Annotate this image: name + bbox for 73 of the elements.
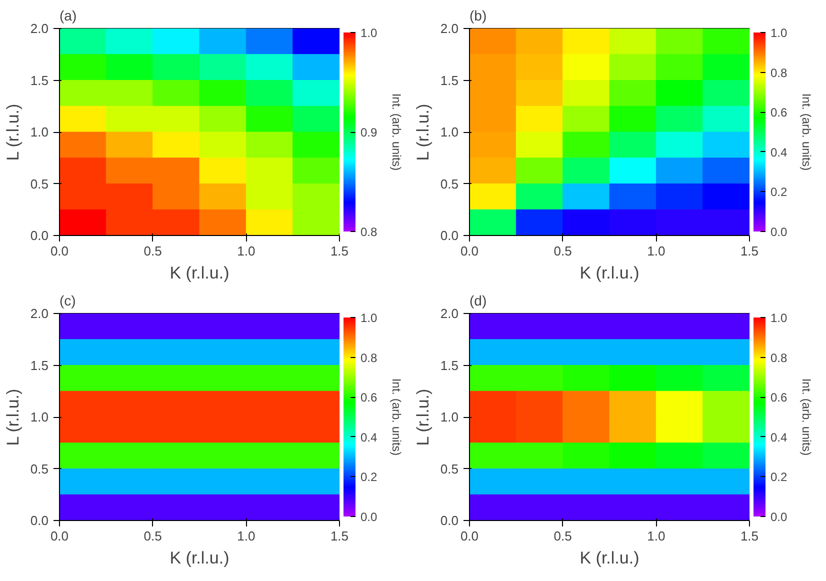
y-tick-label: 0.0 (440, 513, 459, 528)
color-bar-label: 0.4 (360, 430, 378, 444)
x-tick-label: 0.0 (50, 528, 69, 544)
color-bar-title: Int. (arb. units) (800, 378, 814, 456)
color-bar-label: 0.9 (360, 126, 378, 140)
color-bar-label: 1.0 (360, 26, 378, 40)
y-tick-label: 1.5 (440, 72, 459, 88)
y-tick-label: 1.5 (30, 72, 49, 88)
color-bar-title: Int. (arb. units) (390, 93, 404, 171)
x-tick-label: 0.0 (460, 528, 479, 544)
y-axis-title: L (r.l.u.) (3, 388, 22, 446)
color-bar-label: 0.4 (770, 145, 788, 160)
y-tick-label: 1.5 (440, 358, 459, 373)
color-bar-label: 1.0 (360, 311, 378, 325)
x-tick-label: 1.5 (740, 244, 759, 258)
x-tick-label: 1.0 (647, 528, 666, 544)
y-tick-label: 1.0 (30, 410, 49, 424)
color-bar-label: 0.2 (360, 470, 378, 484)
chart-title: (a) (60, 8, 77, 24)
x-axis-title: K (r.l.u.) (170, 548, 230, 568)
y-axis-title: L (r.l.u.) (413, 104, 432, 161)
color-bar-label: 0.0 (770, 510, 788, 524)
y-tick-label: 0.0 (30, 513, 49, 528)
x-tick-label: 0.5 (144, 244, 162, 258)
color-bar-label: 0.8 (770, 350, 788, 365)
x-tick-label: 1.0 (237, 244, 256, 258)
x-tick-label: 0.0 (50, 244, 69, 258)
x-tick-label: 1.5 (330, 528, 349, 544)
x-axis-title: K (r.l.u.) (580, 264, 640, 282)
color-bar-label: 0.6 (770, 106, 788, 120)
y-tick-label: 2.0 (30, 306, 49, 321)
y-axis-title: L (r.l.u.) (3, 104, 22, 161)
y-tick-label: 1.0 (440, 124, 459, 140)
y-axis-title: L (r.l.u.) (413, 388, 432, 446)
color-bar-label: 0.4 (770, 430, 788, 444)
color-bar-title: Int. (arb. units) (390, 378, 404, 456)
chart-title: (c) (60, 292, 76, 308)
y-tick-label: 2.0 (440, 21, 459, 36)
color-bar-label: 1.0 (770, 26, 788, 40)
x-tick-label: 1.5 (740, 528, 759, 544)
color-bar-label: 0.0 (360, 510, 378, 524)
y-tick-label: 0.0 (440, 228, 459, 243)
color-bar-label: 0.8 (360, 225, 378, 239)
x-tick-label: 0.5 (144, 528, 162, 544)
y-tick-label: 1.0 (440, 410, 459, 424)
x-tick-label: 0.5 (554, 244, 572, 258)
color-bar-label: 0.8 (360, 350, 378, 365)
color-bar-label: 0.2 (770, 185, 788, 200)
y-tick-label: 1.5 (30, 358, 49, 373)
color-bar-label: 0.2 (770, 470, 788, 484)
y-tick-label: 0.5 (440, 176, 459, 192)
color-bar-label: 1.0 (770, 311, 788, 325)
chart-title: (b) (470, 8, 487, 24)
x-tick-label: 1.5 (330, 244, 349, 258)
color-bar-label: 0.8 (770, 66, 788, 80)
y-tick-label: 0.5 (30, 461, 49, 476)
x-tick-label: 1.0 (647, 244, 666, 258)
x-tick-label: 0.0 (460, 244, 479, 258)
color-bar-title: Int. (arb. units) (800, 93, 814, 171)
color-bar-label: 0.6 (770, 390, 788, 405)
y-tick-label: 2.0 (440, 306, 459, 321)
y-tick-label: 1.0 (30, 124, 49, 140)
chart-title: (d) (470, 292, 487, 308)
y-tick-label: 2.0 (30, 21, 49, 36)
color-bar-label: 0.0 (770, 225, 788, 239)
x-tick-label: 1.0 (237, 528, 256, 544)
x-tick-label: 0.5 (554, 528, 572, 544)
x-axis-title: K (r.l.u.) (170, 264, 230, 282)
x-axis-title: K (r.l.u.) (580, 548, 640, 568)
y-tick-label: 0.0 (30, 228, 49, 243)
color-bar-label: 0.6 (360, 390, 378, 405)
y-tick-label: 0.5 (30, 176, 49, 192)
y-tick-label: 0.5 (440, 461, 459, 476)
